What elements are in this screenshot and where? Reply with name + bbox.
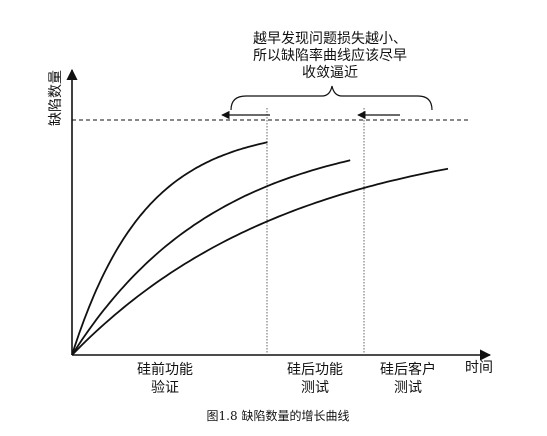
phase-label-3-line-1: 硅后客户: [380, 361, 436, 378]
figure-caption: 图1.8 缺陷数量的增长曲线: [207, 408, 350, 423]
phase-label-2-line-2: 测试: [301, 380, 329, 396]
annotation-line-1: 越早发现问题损失越小、: [253, 31, 407, 47]
defect-curve-3: [71, 167, 449, 356]
defect-curve-2: [71, 159, 351, 356]
defect-curve-1: [71, 141, 268, 356]
phase-label-3-line-2: 测试: [394, 380, 422, 396]
series-curves: [71, 141, 449, 356]
x-axis-label: 时间: [465, 360, 493, 376]
annotation-line-2: 所以缺陷率曲线应该尽早: [253, 47, 407, 64]
y-axis-label: 缺陷数量: [48, 70, 64, 126]
annotation-brace: [230, 85, 433, 111]
phase-label-1-line-1: 硅前功能: [137, 361, 193, 378]
annotation-line-3: 收敛逼近: [302, 65, 358, 81]
phase-label-2-line-1: 硅后功能: [287, 362, 343, 378]
phase-label-1-line-2: 验证: [151, 380, 179, 396]
